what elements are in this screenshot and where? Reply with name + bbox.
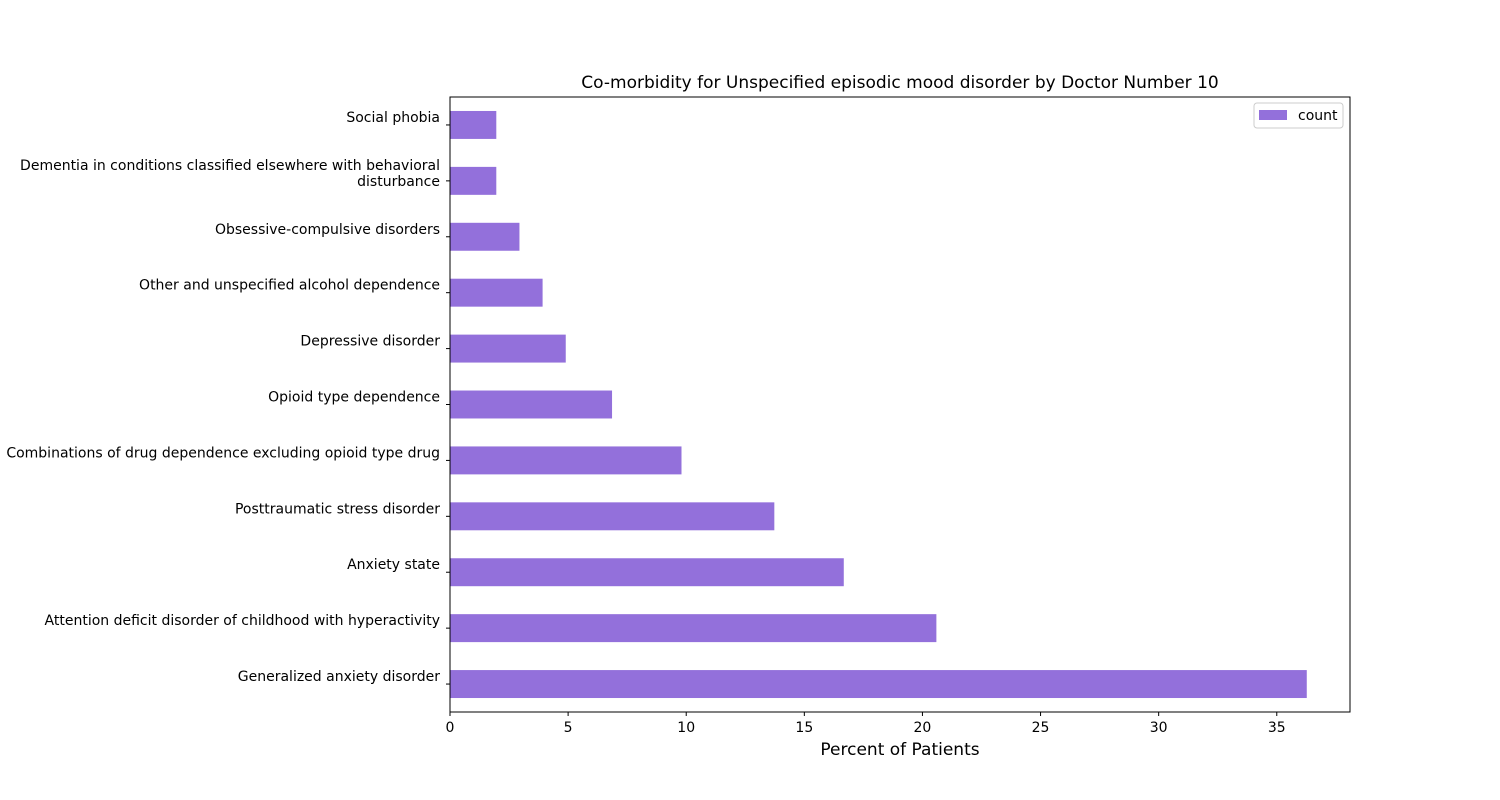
y-tick-labels: Generalized anxiety disorder Attention de…: [6, 110, 450, 685]
y-tick-label-0: Generalized anxiety disorder: [238, 669, 440, 685]
bar-1: [450, 614, 937, 643]
y-tick-label-10: Social phobia: [346, 110, 440, 126]
y-tick-label-6: Depressive disorder: [300, 334, 440, 350]
x-tick-label-3: 15: [795, 720, 813, 736]
x-ticks: 0 5 10 15 20 25 30 35: [446, 712, 1286, 736]
y-tick-label-3: Posttraumatic stress disorder: [235, 501, 440, 517]
bar-9: [450, 166, 497, 195]
bar-6: [450, 334, 566, 363]
legend-swatch: [1259, 110, 1287, 120]
x-tick-label-2: 10: [677, 720, 695, 736]
bar-3: [450, 502, 775, 531]
legend-box: [1253, 102, 1344, 129]
plot-frame: [449, 96, 1351, 713]
y-tick-label-7: Other and unspecified alcohol dependence: [139, 278, 440, 294]
bar-8: [450, 222, 520, 251]
y-tick-label-2: Anxiety state: [347, 557, 440, 573]
x-tick-label-4: 20: [914, 720, 932, 736]
bar-5: [450, 390, 613, 419]
bar-0: [450, 670, 1307, 699]
x-tick-label-0: 0: [446, 720, 455, 736]
x-axis-label: Percent of Patients: [820, 740, 979, 760]
bar-4: [450, 446, 682, 475]
legend-entry-count: count: [1298, 108, 1338, 124]
x-tick-label-7: 35: [1268, 720, 1286, 736]
x-tick-label-6: 30: [1150, 720, 1168, 736]
x-tick-label-5: 25: [1032, 720, 1050, 736]
chart-title: Co-morbidity for Unspecified episodic mo…: [581, 73, 1218, 93]
y-tick-label-9: Dementia in conditions classified elsewh…: [20, 158, 440, 190]
x-tick-label-1: 5: [564, 720, 573, 736]
y-tick-label-8: Obsessive-compulsive disorders: [215, 222, 440, 238]
bar-10: [450, 110, 497, 139]
bars-group: [450, 110, 1307, 699]
bar-7: [450, 278, 543, 307]
y-tick-label-1: Attention deficit disorder of childhood …: [45, 613, 440, 629]
bar-2: [450, 558, 844, 587]
y-tick-label-5: Opioid type dependence: [268, 390, 440, 406]
y-tick-label-4: Combinations of drug dependence excludin…: [6, 445, 440, 461]
legend: count: [1253, 102, 1344, 129]
